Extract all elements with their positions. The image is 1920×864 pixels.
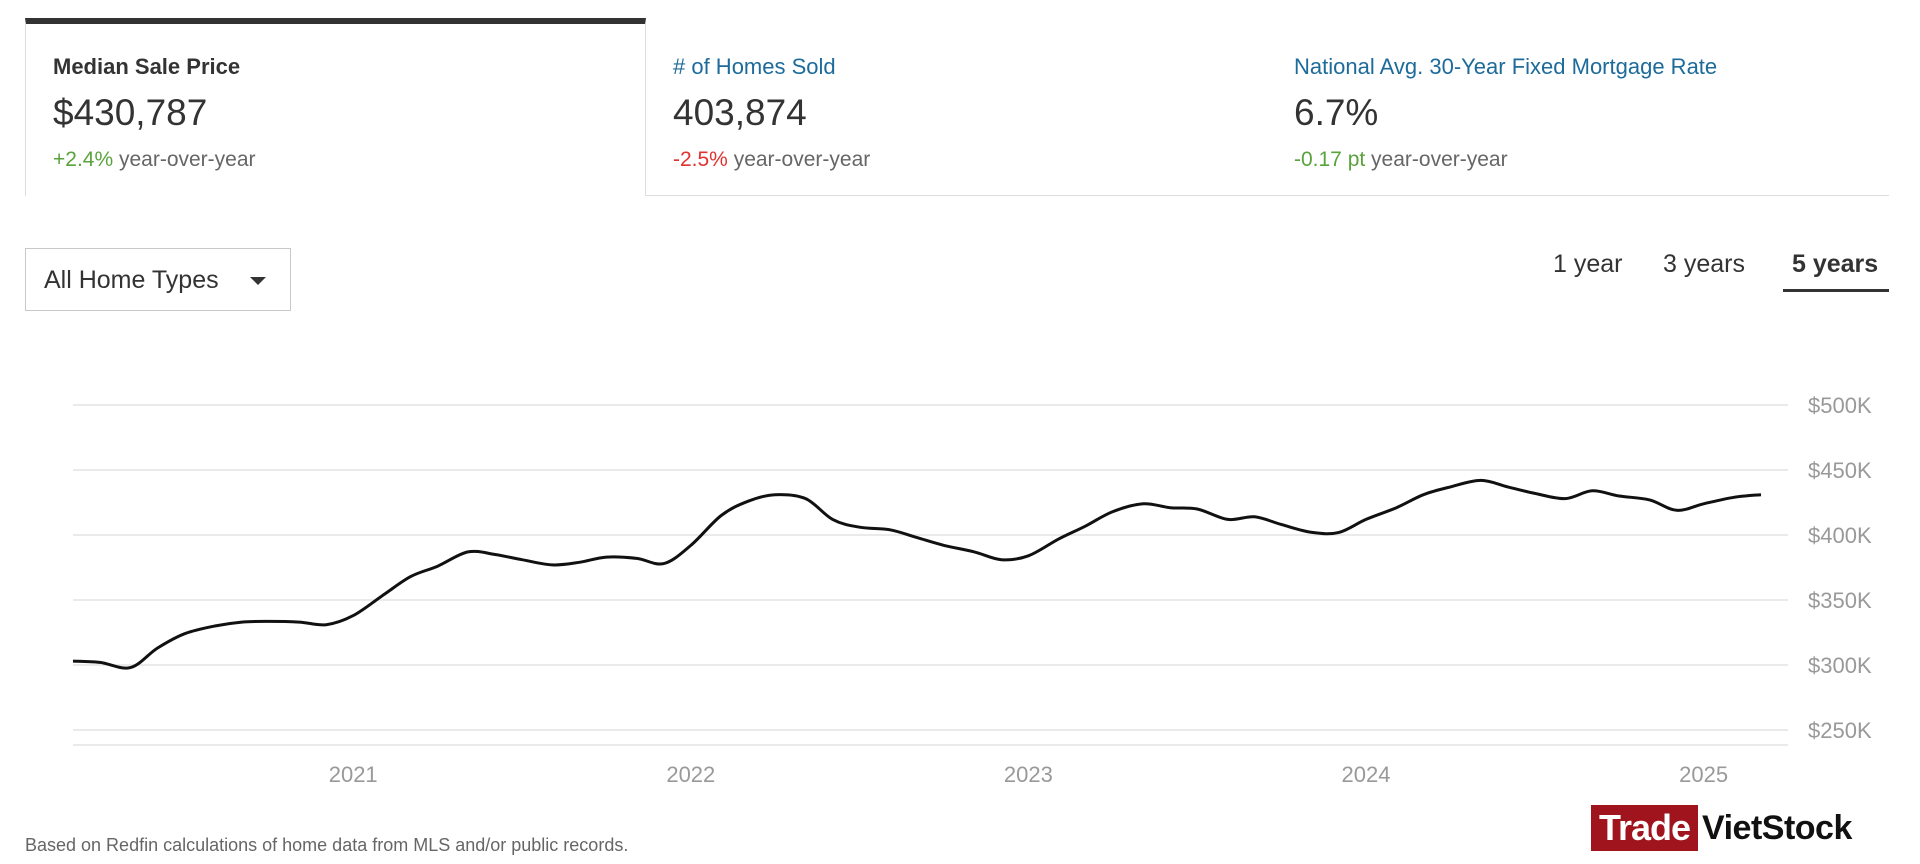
tab-value: 403,874 (673, 92, 807, 133)
tab-mortgage-rate[interactable]: National Avg. 30-Year Fixed Mortgage Rat… (1267, 18, 1889, 196)
change-value: +2.4% (53, 148, 114, 171)
metric-tabs: Median Sale Price $430,787 +2.4% year-ov… (25, 18, 1889, 196)
footnote: Based on Redfin calculations of home dat… (25, 835, 629, 855)
tab-value: 6.7% (1294, 92, 1379, 133)
tradevietstock-logo: Trade VietStock (1591, 805, 1852, 851)
change-suffix: year-over-year (727, 148, 871, 171)
home-type-dropdown[interactable]: All Home Types (25, 248, 291, 311)
tab-change: -0.17 pt year-over-year (1294, 148, 1508, 172)
change-value: -2.5% (673, 148, 728, 171)
change-suffix: year-over-year (113, 148, 256, 171)
caret-down-icon (250, 277, 266, 285)
x-tick-label: 2023 (1004, 762, 1053, 787)
y-tick-label: $500K (1808, 393, 1872, 418)
tab-title: Median Sale Price (53, 54, 241, 79)
x-tick-label: 2021 (329, 762, 378, 787)
tab-change: +2.4% year-over-year (53, 148, 256, 172)
x-tick-label: 2024 (1342, 762, 1391, 787)
x-tick-label: 2022 (666, 762, 715, 787)
tab-change: -2.5% year-over-year (673, 148, 870, 172)
y-tick-label: $350K (1808, 588, 1872, 613)
y-tick-label: $450K (1808, 458, 1872, 483)
median-sale-price-chart: $500K $450K $400K $350K $300K $250K 2021 2022 20… (72, 393, 1872, 787)
home-type-label: All Home Types (44, 266, 219, 294)
tab-title: # of Homes Sold (673, 54, 836, 79)
logo-trade: Trade (1591, 805, 1699, 851)
series-line-median-sale-price (72, 478, 1762, 670)
range-5-years[interactable]: 5 years (1783, 250, 1889, 292)
range-3-years[interactable]: 3 years (1663, 250, 1745, 278)
y-tick-label: $400K (1808, 523, 1872, 548)
tab-value: $430,787 (53, 92, 208, 133)
x-tick-label: 2025 (1679, 762, 1728, 787)
tab-homes-sold[interactable]: # of Homes Sold 403,874 -2.5% year-over-… (646, 18, 1267, 196)
range-1-year[interactable]: 1 year (1553, 250, 1623, 278)
change-value: -0.17 pt (1294, 148, 1366, 171)
y-tick-label: $250K (1808, 718, 1872, 743)
tab-title: National Avg. 30-Year Fixed Mortgage Rat… (1294, 54, 1718, 79)
change-suffix: year-over-year (1365, 148, 1508, 171)
y-tick-label: $300K (1808, 653, 1872, 678)
tab-median-sale-price[interactable]: Median Sale Price $430,787 +2.4% year-ov… (25, 18, 646, 196)
logo-vietstock: VietStock (1702, 808, 1852, 847)
